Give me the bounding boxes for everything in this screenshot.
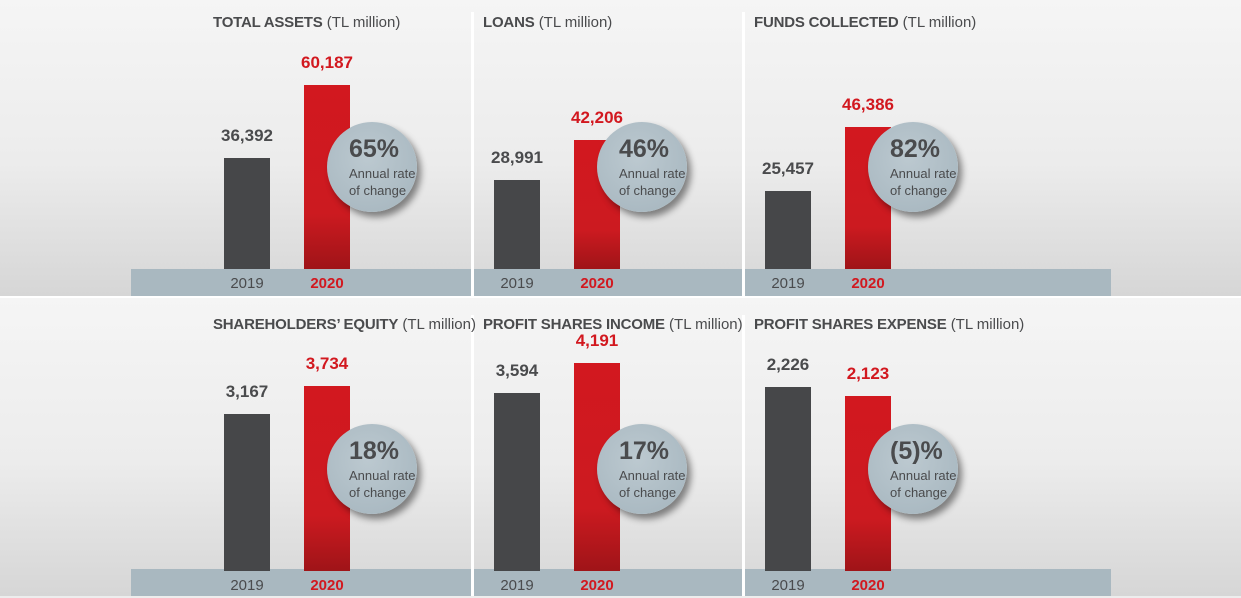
change-caption-line1: Annual rate — [349, 166, 416, 181]
bar-2019 — [224, 158, 270, 269]
bar-2019 — [494, 393, 540, 571]
bar-2019 — [494, 180, 540, 269]
year-label-2020: 2020 — [851, 275, 885, 292]
value-label-2019: 28,991 — [491, 148, 543, 167]
change-bubble: (5)% Annual rate of change — [868, 424, 958, 514]
change-percent: 18% — [349, 437, 400, 465]
change-bubble: 18% Annual rate of change — [327, 424, 417, 514]
value-label-2020: 42,206 — [571, 108, 623, 127]
year-label-2019: 2019 — [500, 275, 534, 292]
value-label-2019: 2,226 — [766, 355, 810, 374]
value-label-2020: 3,734 — [305, 354, 349, 373]
year-label-2019: 2019 — [230, 577, 264, 594]
chart-panel: SHAREHOLDERS’ EQUITY (TL million) 3,167 20… — [213, 302, 483, 598]
change-caption-line1: Annual rate — [890, 166, 957, 181]
change-caption-line1: Annual rate — [619, 468, 686, 483]
value-label-2020: 46,386 — [842, 95, 894, 114]
chart-unit: (TL million) — [402, 316, 476, 333]
chart-panel: PROFIT SHARES INCOME (TL million) 3,594 20… — [483, 302, 753, 598]
chart-panel: PROFIT SHARES EXPENSE (TL million) 2,226 2… — [754, 302, 1024, 598]
change-caption: Annual rate of change — [890, 467, 960, 501]
year-label-2020: 2020 — [580, 577, 614, 594]
change-percent: 82% — [890, 135, 941, 163]
divider — [742, 315, 745, 596]
year-label-2019: 2019 — [500, 577, 534, 594]
chart-title-text: FUNDS COLLECTED — [754, 14, 899, 31]
chart-title: LOANS (TL million) — [483, 14, 612, 31]
value-label-2019: 3,167 — [225, 382, 269, 401]
value-label-2019: 36,392 — [221, 126, 273, 145]
year-label-2019: 2019 — [771, 577, 805, 594]
value-label-2019: 25,457 — [762, 159, 814, 178]
change-percent: 46% — [619, 135, 670, 163]
year-label-2020: 2020 — [851, 577, 885, 594]
change-caption: Annual rate of change — [619, 165, 689, 199]
divider — [471, 315, 474, 596]
chart-title-text: TOTAL ASSETS — [213, 14, 323, 31]
year-strip-bottom — [131, 569, 1111, 596]
row-separator — [0, 296, 1241, 298]
change-caption-line2: of change — [890, 485, 948, 500]
change-caption-line2: of change — [349, 485, 407, 500]
chart-title: PROFIT SHARES EXPENSE (TL million) — [754, 316, 1024, 333]
chart-unit: (TL million) — [669, 316, 743, 333]
chart-unit: (TL million) — [950, 316, 1025, 333]
change-caption: Annual rate of change — [619, 467, 689, 501]
bar-2019 — [765, 191, 811, 269]
change-caption: Annual rate of change — [349, 165, 419, 199]
value-label-2020: 2,123 — [846, 364, 890, 383]
chart-unit: (TL million) — [538, 14, 613, 31]
bar-2019 — [765, 387, 811, 571]
divider — [471, 12, 474, 296]
year-label-2020: 2020 — [310, 577, 344, 594]
chart-title-text: PROFIT SHARES EXPENSE — [754, 316, 947, 333]
chart-title-text: PROFIT SHARES INCOME — [483, 316, 665, 333]
chart-panel: LOANS (TL million) 28,991 2019 42,206 2020 46… — [483, 0, 753, 296]
change-bubble: 65% Annual rate of change — [327, 122, 417, 212]
change-caption-line2: of change — [890, 183, 948, 198]
year-strip-top — [131, 269, 1111, 296]
chart-title: SHAREHOLDERS’ EQUITY (TL million) — [213, 316, 476, 333]
change-bubble: 82% Annual rate of change — [868, 122, 958, 212]
chart-title-text: LOANS — [483, 14, 535, 31]
chart-panel: TOTAL ASSETS (TL million) 36,392 2019 60,18… — [213, 0, 483, 296]
change-caption-line1: Annual rate — [619, 166, 686, 181]
chart-panel: FUNDS COLLECTED (TL million) 25,457 2019 46… — [754, 0, 1024, 296]
change-caption-line1: Annual rate — [349, 468, 416, 483]
year-label-2019: 2019 — [230, 275, 264, 292]
value-label-2019: 3,594 — [495, 361, 539, 380]
change-caption-line1: Annual rate — [890, 468, 957, 483]
chart-unit: (TL million) — [326, 14, 401, 31]
chart-title: PROFIT SHARES INCOME (TL million) — [483, 316, 743, 333]
change-caption-line2: of change — [349, 183, 407, 198]
year-label-2020: 2020 — [580, 275, 614, 292]
year-label-2020: 2020 — [310, 275, 344, 292]
year-label-2019: 2019 — [771, 275, 805, 292]
change-caption-line2: of change — [619, 183, 677, 198]
value-label-2020: 4,191 — [575, 331, 619, 350]
change-caption-line2: of change — [619, 485, 677, 500]
change-bubble: 46% Annual rate of change — [597, 122, 687, 212]
change-caption: Annual rate of change — [890, 165, 960, 199]
change-percent: 65% — [349, 135, 400, 163]
chart-unit: (TL million) — [902, 14, 977, 31]
change-percent: 17% — [619, 437, 670, 465]
change-percent: (5)% — [890, 437, 943, 465]
divider — [742, 12, 745, 296]
change-caption: Annual rate of change — [349, 467, 419, 501]
chart-title: TOTAL ASSETS (TL million) — [213, 14, 400, 31]
change-bubble: 17% Annual rate of change — [597, 424, 687, 514]
bar-2019 — [224, 414, 270, 571]
chart-title-text: SHAREHOLDERS’ EQUITY — [213, 316, 399, 333]
value-label-2020: 60,187 — [301, 53, 353, 72]
chart-title: FUNDS COLLECTED (TL million) — [754, 14, 976, 31]
